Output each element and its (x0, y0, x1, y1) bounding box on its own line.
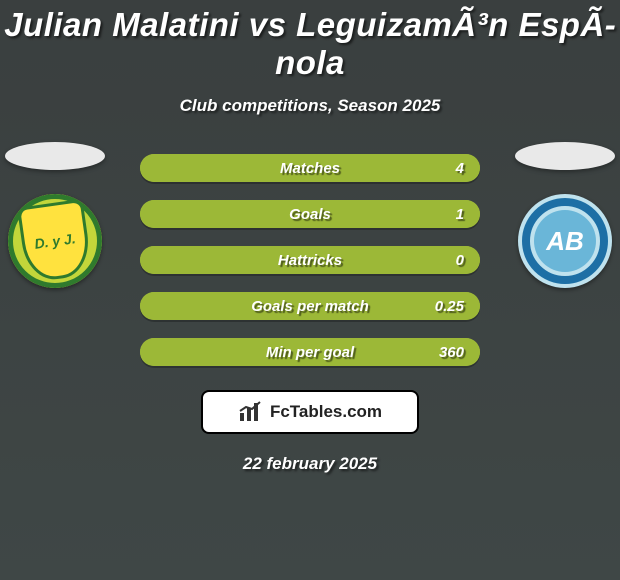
stat-bar-value: 4 (456, 160, 464, 177)
left-player-column: D. y J. (0, 142, 110, 288)
stat-bar: Min per goal360 (140, 338, 480, 366)
infographic-date: 22 february 2025 (0, 454, 620, 474)
stat-bar-label: Goals per match (140, 298, 480, 315)
stat-bar: Hattricks0 (140, 246, 480, 274)
stat-bar-value: 0 (456, 252, 464, 269)
season-subtitle: Club competitions, Season 2025 (0, 96, 620, 116)
chart-icon (238, 401, 264, 423)
stat-bar-value: 360 (439, 344, 464, 361)
left-club-logo: D. y J. (8, 194, 102, 288)
left-player-avatar-placeholder (5, 142, 105, 170)
right-player-column: AB (510, 142, 620, 288)
right-club-logo: AB (518, 194, 612, 288)
belgrano-logo-center: AB (534, 210, 596, 272)
fctables-brand-box[interactable]: FcTables.com (201, 390, 419, 434)
stat-bar-label: Min per goal (140, 344, 480, 361)
infographic-root: Julian Malatini vs LeguizamÃ³n EspÃ­nola… (0, 0, 620, 474)
stat-bar: Matches4 (140, 154, 480, 182)
stat-bar: Goals per match0.25 (140, 292, 480, 320)
stat-bar-label: Hattricks (140, 252, 480, 269)
stat-bar-value: 0.25 (435, 298, 464, 315)
right-player-avatar-placeholder (515, 142, 615, 170)
comparison-area: D. y J. AB Matches4 Goals1 Hattricks0 Goals… (0, 154, 620, 366)
page-title: Julian Malatini vs LeguizamÃ³n EspÃ­nola (0, 6, 620, 82)
stat-bar: Goals1 (140, 200, 480, 228)
stat-bar-label: Matches (140, 160, 480, 177)
stat-bar-label: Goals (140, 206, 480, 223)
stat-bar-value: 1 (456, 206, 464, 223)
brand-text: FcTables.com (270, 402, 382, 422)
stats-bar-list: Matches4Goals1Hattricks0Goals per match0… (140, 154, 480, 366)
belgrano-logo-text: AB (546, 226, 584, 257)
dyj-logo-text: D. y J. (33, 230, 76, 252)
